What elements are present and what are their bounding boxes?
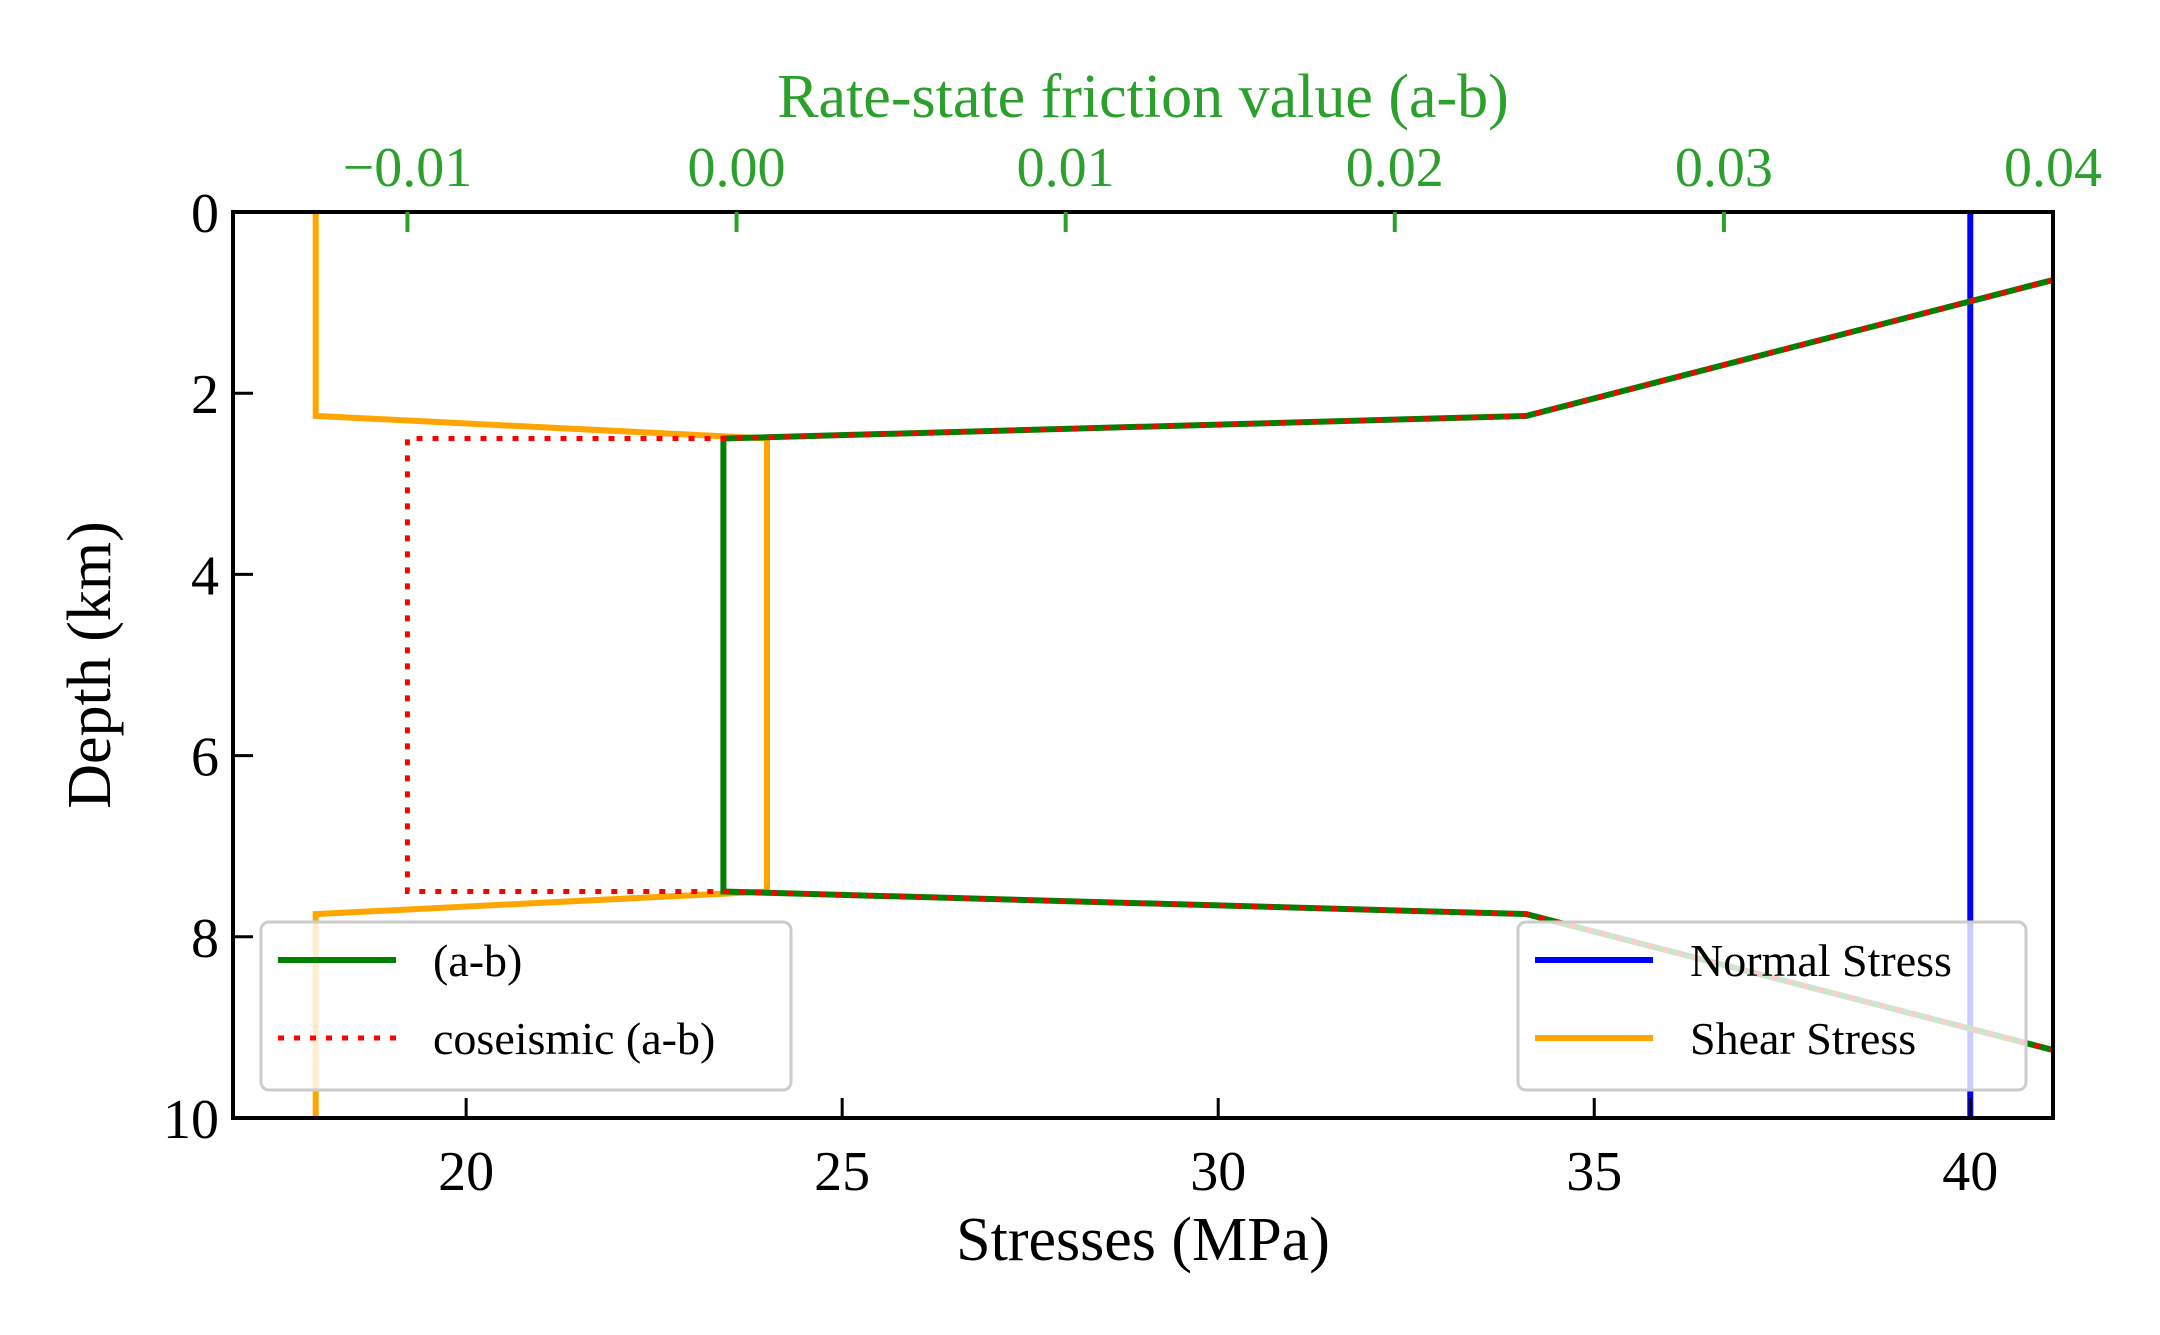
top-tick-label: 0.02 [1346,137,1444,199]
plot-frame [231,210,2055,1120]
x-tick-label: 25 [814,1141,870,1203]
y-axis-title: Depth (km) [56,521,124,809]
series-line-coseismic-a-b [404,277,2053,1053]
legend-right: Normal Stress Shear Stress [1516,920,2028,1092]
legend-label-normal-stress: Normal Stress [1690,935,1952,986]
legend-right-box [1516,920,2028,1092]
legend-label-coseismic-a-b: coseismic (a-b) [433,1013,715,1064]
x-tick-label: 30 [1190,1141,1246,1203]
y-tick-label: 8 [191,908,219,970]
x-tick-label: 40 [1942,1141,1998,1203]
top-axis-title: Rate-state friction value (a-b) [777,63,1509,131]
top-tick-label: 0.01 [1017,137,1115,199]
legend-label-shear-stress: Shear Stress [1690,1013,1916,1064]
y-tick-label: 2 [191,364,219,426]
legend-left-box [259,920,793,1092]
y-tick-label: 0 [191,183,219,245]
top-tick-label: −0.01 [343,137,473,199]
top-tick-label: 0.04 [2004,137,2102,199]
x-tick-label: 20 [438,1141,494,1203]
y-tick-label: 4 [191,545,219,607]
x-tick-label: 35 [1566,1141,1622,1203]
y-tick-label: 10 [163,1089,219,1151]
y-tick-label: 6 [191,727,219,789]
bottom-axis: 20 25 30 35 40 [438,1098,1998,1203]
x-axis-title: Stresses (MPa) [956,1206,1330,1274]
legend-label-a-b: (a-b) [433,935,522,986]
top-axis: −0.01 0.00 0.01 0.02 0.03 0.04 [343,137,2102,232]
top-tick-label: 0.00 [688,137,786,199]
legend-left: (a-b) coseismic (a-b) [259,920,793,1092]
left-axis: 0 2 4 6 8 10 [163,183,253,1151]
top-tick-label: 0.03 [1675,137,1773,199]
